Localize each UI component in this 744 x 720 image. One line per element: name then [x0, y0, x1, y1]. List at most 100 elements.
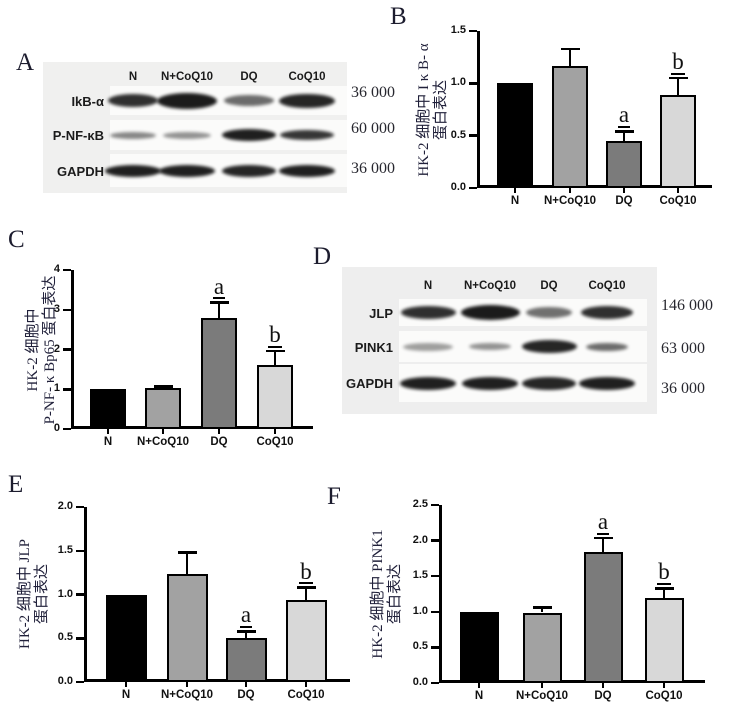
blot-row-label: IkB-α — [71, 93, 104, 109]
significance-letter: b — [650, 560, 678, 586]
category-label-N+CoQ10: N+CoQ10 — [543, 195, 597, 207]
blot-lane-label: CoQ10 — [588, 280, 626, 292]
significance-letter: b — [664, 49, 692, 75]
y-axis-label-line: HK-2 细胞中 JLP — [17, 538, 33, 650]
category-label-N: N — [121, 689, 131, 701]
x-axis — [83, 679, 350, 682]
category-label-DQ: DQ — [237, 689, 255, 701]
y-tick-label: 1.5 — [450, 24, 466, 36]
category-label-N: N — [510, 195, 520, 207]
bar-N+CoQ10 — [522, 612, 562, 683]
error-bar-cap — [265, 349, 285, 353]
y-axis-tick — [431, 610, 439, 614]
error-bar-line — [185, 552, 189, 575]
blot-lane-label: N — [128, 71, 138, 83]
significance-letter: a — [610, 102, 638, 129]
y-tick-label: 0.0 — [450, 181, 466, 193]
y-tick-label: 0.5 — [57, 631, 73, 644]
y-axis-label-line: 蛋白表达 — [387, 563, 403, 625]
category-label-N: N — [474, 690, 484, 702]
significance-letter-text: a — [212, 273, 226, 300]
protein-band — [522, 376, 576, 390]
bar-chart-panel-f: 0.0 0.5 1.0 1.5 2.0 2.5 N N+CoQ10 a DQ b CoQ10 — [413, 498, 705, 702]
y-axis-label-line: HK-2 细胞中 PINK1 — [370, 529, 386, 659]
y-axis-tick — [431, 574, 439, 578]
bar-chart-panel-e: 0.0 0.5 1.0 1.5 2.0 N N+CoQ10 a DQ b CoQ10 — [58, 500, 350, 701]
y-tick-label: 1 — [53, 382, 60, 395]
blot-row-strip — [399, 331, 647, 362]
error-bar-line — [273, 351, 277, 365]
error-bar-cap — [614, 130, 634, 133]
bar-CoQ10 — [257, 364, 293, 429]
protein-band — [521, 340, 577, 353]
error-bar-line — [540, 607, 544, 613]
bar-DQ — [201, 318, 237, 429]
blot-lane-label: DQ — [540, 280, 558, 292]
error-bar-line — [622, 131, 626, 141]
y-tick-label: 3 — [53, 302, 60, 315]
bar-N — [90, 389, 126, 429]
blot-row-strip — [108, 86, 347, 115]
error-bar-cap — [209, 301, 229, 304]
bar-DQ — [225, 638, 267, 682]
protein-band — [222, 164, 276, 177]
blot-row-strip — [105, 154, 347, 187]
blot-row-strip — [110, 120, 347, 150]
category-label-CoQ10: CoQ10 — [287, 689, 325, 701]
error-bar-cap — [560, 47, 580, 51]
y-axis-label-panel-f: HK-2 细胞中 PINK1 蛋白表达 — [370, 529, 404, 658]
x-axis — [438, 680, 705, 683]
x-axis-tick — [244, 682, 248, 687]
x-axis-tick — [304, 682, 308, 687]
protein-band — [586, 342, 628, 351]
significance-letter-text: b — [671, 49, 685, 75]
y-tick-label: 2 — [53, 342, 60, 355]
protein-band — [222, 129, 276, 141]
x-axis-tick — [568, 188, 572, 193]
category-label-N+CoQ10: N+CoQ10 — [160, 689, 214, 701]
category-label-N+CoQ10: N+CoQ10 — [136, 436, 190, 448]
category-label-DQ: DQ — [594, 690, 612, 702]
error-bar-line — [676, 78, 680, 95]
protein-band — [224, 95, 274, 106]
x-axis-tick — [662, 683, 666, 688]
significance-letter-text: b — [299, 558, 313, 585]
y-tick-label: 1.0 — [450, 76, 466, 89]
significance-letter-text: a — [617, 102, 631, 129]
blot-row-label: JLP — [369, 305, 393, 321]
x-axis-tick — [185, 682, 189, 687]
mw-label: 146 000 — [661, 297, 713, 314]
blot-row-label: GAPDH — [57, 163, 104, 179]
protein-band — [460, 305, 520, 320]
mw-label: 36 000 — [351, 84, 395, 101]
y-axis-tick — [431, 681, 439, 685]
x-axis-tick — [513, 188, 517, 193]
x-axis-tick — [477, 683, 481, 688]
y-axis-tick — [63, 388, 71, 391]
x-axis-tick — [124, 682, 128, 687]
blot-row-label: PINK1 — [354, 339, 393, 355]
bar-N — [105, 594, 147, 682]
error-bar-cap — [177, 551, 197, 554]
panel-c-letter: C — [8, 226, 25, 253]
protein-band — [163, 131, 211, 139]
x-axis-tick — [161, 429, 165, 434]
error-bar-cap — [153, 385, 173, 388]
mw-label: 60 000 — [351, 120, 395, 137]
category-label-DQ: DQ — [615, 195, 633, 207]
error-bar-cap — [296, 586, 316, 589]
error-bar-cap — [654, 587, 674, 590]
y-axis-tick — [76, 637, 84, 640]
significance-letter-text: a — [239, 602, 253, 629]
bar-N+CoQ10 — [166, 574, 208, 682]
error-bar-cap — [532, 606, 552, 609]
y-tick-label: 1.5 — [412, 569, 428, 582]
y-tick-label: 1.0 — [57, 587, 73, 600]
panel-a-letter: A — [16, 49, 35, 76]
y-axis-tick — [63, 308, 71, 311]
category-label-CoQ10: CoQ10 — [645, 690, 683, 702]
error-bar-line — [217, 302, 221, 319]
x-axis — [476, 185, 712, 188]
western-blot-panel-d: N N+CoQ10 DQ CoQ10 JLP PINK1 GAPDH — [342, 267, 657, 414]
